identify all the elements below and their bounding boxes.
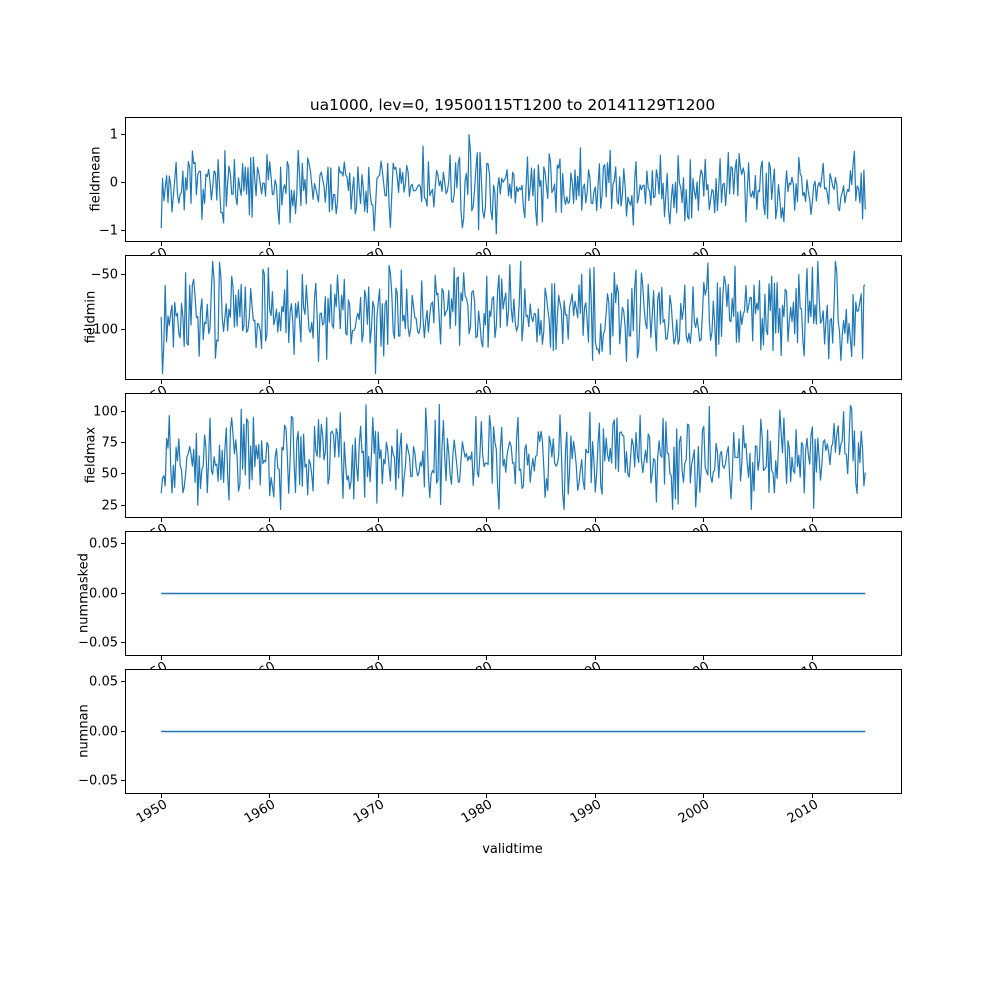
x-tick-mark xyxy=(811,242,813,246)
y-tick-label: −1 xyxy=(98,223,118,239)
x-tick-label: 1950 xyxy=(133,797,170,827)
line-series-nummasked xyxy=(161,592,866,595)
y-tick-mark xyxy=(121,273,125,275)
x-tick-mark xyxy=(594,380,596,384)
chart-title: ua1000, lev=0, 19500115T1200 to 20141129… xyxy=(309,96,716,114)
x-tick-mark xyxy=(377,380,379,384)
x-tick-mark xyxy=(594,518,596,522)
y-tick-label: 50 xyxy=(101,466,118,482)
axes-numnan xyxy=(125,669,902,794)
y-tick-label: 100 xyxy=(93,404,118,420)
x-tick-mark xyxy=(811,518,813,522)
y-tick-mark xyxy=(121,410,125,412)
x-tick-mark xyxy=(811,380,813,384)
y-tick-mark xyxy=(121,641,125,643)
y-tick-mark xyxy=(121,230,125,232)
y-tick-label: 75 xyxy=(101,435,118,451)
subplot-fieldmean: 10−11950196019701980199020002010fieldmea… xyxy=(0,117,1000,277)
y-tick-mark xyxy=(121,328,125,330)
x-tick-mark xyxy=(486,656,488,660)
x-tick-mark xyxy=(377,518,379,522)
y-tick-label: −0.05 xyxy=(78,773,118,789)
x-tick-mark xyxy=(594,794,596,798)
y-tick-label: 0.05 xyxy=(89,536,118,552)
x-tick-mark xyxy=(160,656,162,660)
x-tick-mark xyxy=(486,794,488,798)
x-tick-mark xyxy=(811,656,813,660)
subplot-nummasked: 0.050.00−0.05195019601970198019902000201… xyxy=(0,531,1000,691)
axes-nummasked xyxy=(125,531,902,656)
x-tick-mark xyxy=(703,794,705,798)
y-tick-label: 0 xyxy=(109,175,118,191)
y-tick-label: 0.00 xyxy=(89,586,118,601)
y-tick-label: −100 xyxy=(82,322,118,338)
x-tick-mark xyxy=(377,656,379,660)
x-tick-mark xyxy=(269,656,271,660)
x-axis-label: validtime xyxy=(482,842,543,857)
y-tick-label: −0.05 xyxy=(78,635,118,651)
x-tick-label: 1970 xyxy=(350,797,387,827)
x-tick-mark xyxy=(594,242,596,246)
line-series-fieldmax xyxy=(160,403,866,511)
y-tick-mark xyxy=(121,133,125,135)
x-tick-mark xyxy=(160,794,162,798)
y-axis-label-nummasked: nummasked xyxy=(76,552,92,633)
y-tick-mark xyxy=(121,441,125,443)
subplot-fieldmax: 1007550251950196019701980199020002010fie… xyxy=(0,393,1000,553)
data-line xyxy=(160,134,866,235)
y-tick-mark xyxy=(121,730,125,732)
x-tick-mark xyxy=(811,794,813,798)
x-tick-mark xyxy=(703,518,705,522)
data-line xyxy=(160,260,866,375)
axes-fieldmax xyxy=(125,393,902,518)
y-axis-label-numnan: numnan xyxy=(76,703,92,758)
y-axis-label-fieldmean: fieldmean xyxy=(88,146,104,211)
y-tick-label: 25 xyxy=(101,498,118,514)
y-axis-label-fieldmax: fieldmax xyxy=(83,426,99,483)
x-tick-mark xyxy=(486,242,488,246)
x-tick-mark xyxy=(160,380,162,384)
x-tick-mark xyxy=(703,242,705,246)
y-tick-label: 0.00 xyxy=(89,724,118,739)
subplot-fieldmin: −50−1001950196019701980199020002010field… xyxy=(0,255,1000,415)
x-tick-label: 2010 xyxy=(784,797,821,827)
line-series-fieldmean xyxy=(160,134,866,235)
x-tick-mark xyxy=(703,380,705,384)
y-tick-mark xyxy=(121,504,125,506)
y-tick-label: 0.05 xyxy=(89,674,118,690)
x-tick-mark xyxy=(486,518,488,522)
x-tick-mark xyxy=(269,794,271,798)
x-tick-label: 1990 xyxy=(567,797,604,827)
line-series-numnan xyxy=(161,730,866,733)
y-tick-label: 1 xyxy=(109,127,118,143)
y-tick-label: −50 xyxy=(90,267,118,283)
y-tick-mark xyxy=(121,182,125,184)
subplot-numnan: 0.05 0.00 −0.05 1950 1960 1970 1980 1990 2000 201… xyxy=(0,669,1000,829)
x-tick-mark xyxy=(160,518,162,522)
axes-fieldmean xyxy=(125,117,902,242)
x-tick-label: 1960 xyxy=(242,797,279,827)
x-tick-label: 2000 xyxy=(676,797,713,827)
x-tick-mark xyxy=(269,518,271,522)
x-tick-mark xyxy=(269,242,271,246)
axes-fieldmin xyxy=(125,255,902,380)
x-tick-mark xyxy=(703,656,705,660)
line-series-fieldmin xyxy=(160,260,866,375)
x-tick-mark xyxy=(160,242,162,246)
y-tick-mark xyxy=(121,592,125,594)
y-tick-mark xyxy=(121,543,125,545)
x-tick-mark xyxy=(269,380,271,384)
y-axis-label-fieldmin: fieldmin xyxy=(83,290,99,343)
x-tick-mark xyxy=(377,242,379,246)
x-tick-mark xyxy=(594,656,596,660)
x-tick-label: 1980 xyxy=(459,797,496,827)
y-tick-mark xyxy=(121,681,125,683)
y-tick-mark xyxy=(121,473,125,475)
x-tick-mark xyxy=(486,380,488,384)
x-tick-mark xyxy=(377,794,379,798)
data-line xyxy=(160,403,866,511)
y-tick-mark xyxy=(121,779,125,781)
